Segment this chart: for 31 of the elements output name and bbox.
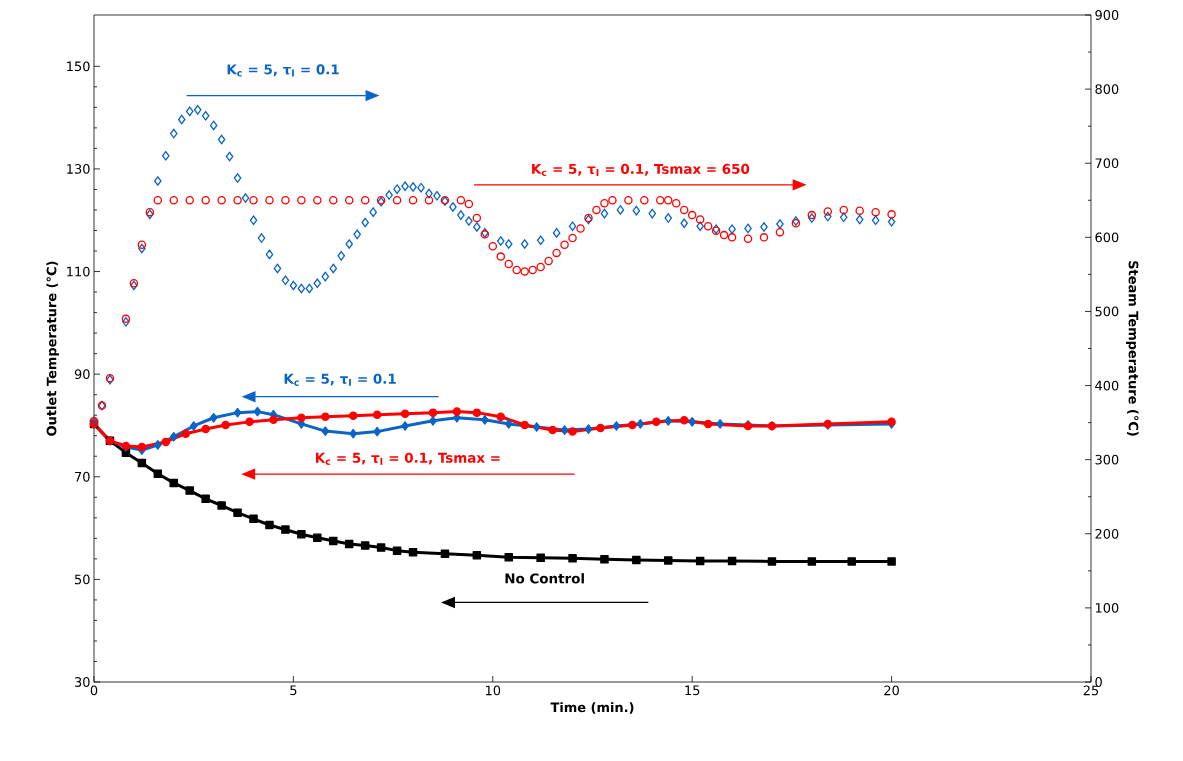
y2-axis-title: Steam Temperature (°C) <box>1126 261 1139 436</box>
annotation: K$_{c}$ = 5, τ$_{I}$ = 0.1, Tsmax = 650 <box>532 163 750 177</box>
y2-tick-label: 500 <box>1095 306 1119 317</box>
y2-tick-label: 300 <box>1095 454 1119 465</box>
y-tick-label: 70 <box>75 471 90 482</box>
y-tick-label: 130 <box>67 164 90 174</box>
y2-tick-label: 600 <box>1095 232 1119 243</box>
x-tick-label: 0 <box>90 685 98 696</box>
y-tick-label: 110 <box>67 266 90 277</box>
x-tick-label: 10 <box>485 685 501 696</box>
x-tick-label: 15 <box>685 685 700 696</box>
y2-tick-label: 800 <box>1095 84 1119 95</box>
y-tick-label: 30 <box>74 677 90 687</box>
y-tick-label: 150 <box>67 61 90 72</box>
x-axis-title: Time (min.) <box>550 702 634 714</box>
annotation: K$_{c}$ = 5, τ$_{I}$ = 0.1, Tsmax = <box>315 452 500 465</box>
x-tick-label: 5 <box>290 685 297 696</box>
annotation: No Control <box>505 573 584 584</box>
annotation: K$_{c}$ = 5, τ$_{I}$ = 0.1 <box>227 64 339 77</box>
x-tick-label: 25 <box>1083 685 1099 696</box>
y-axis-title: Outlet Temperature (°C) <box>46 261 59 436</box>
y2-tick-label: 100 <box>1095 602 1119 613</box>
y-tick-label: 50 <box>75 574 90 585</box>
y2-tick-label: 0 <box>1095 677 1102 687</box>
y2-tick-label: 700 <box>1095 158 1119 169</box>
y2-tick-label: 200 <box>1095 528 1119 539</box>
y2-tick-label: 400 <box>1095 380 1119 391</box>
y2-tick-label: 900 <box>1095 10 1119 20</box>
x-tick-label: 20 <box>884 685 899 696</box>
y-tick-label: 90 <box>74 369 90 380</box>
annotation: K$_{c}$ = 5, τ$_{I}$ = 0.1 <box>284 373 396 386</box>
